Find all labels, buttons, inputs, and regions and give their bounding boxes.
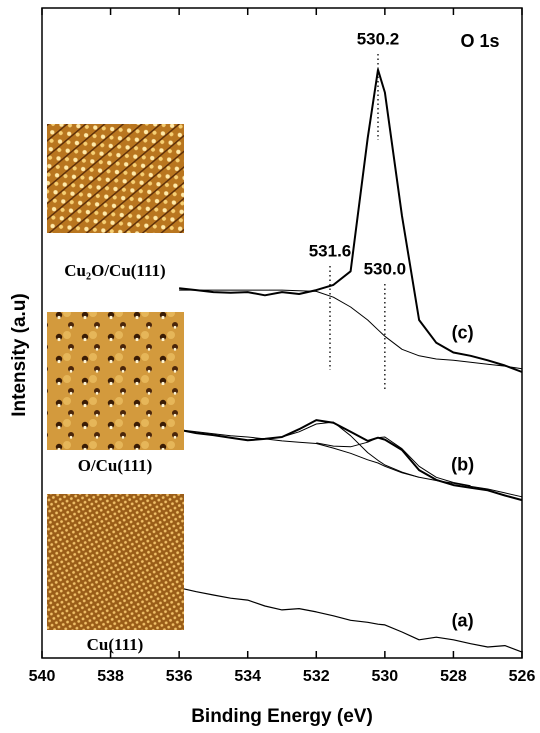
stm-image [47, 312, 184, 450]
x-tick-label: 534 [234, 668, 261, 685]
y-axis-label: Intensity (a.u) [9, 293, 30, 417]
inset-label: O/Cu(111) [78, 456, 153, 475]
legend-label: (c) [452, 323, 474, 343]
x-tick-label: 538 [97, 668, 124, 685]
peak-label: 531.6 [309, 241, 352, 260]
x-tick-label: 528 [440, 668, 467, 685]
legend-label: (a) [452, 610, 474, 630]
inset-label: Cu(111) [87, 635, 144, 654]
peak-label: 530.2 [357, 29, 400, 48]
x-tick-label: 526 [509, 668, 536, 685]
series-line [265, 422, 419, 477]
chart-title: O 1s [460, 31, 499, 51]
inset-label: Cu₂O/Cu(111) [64, 261, 165, 280]
stm-image [47, 494, 184, 630]
peak-label: 530.0 [364, 259, 407, 278]
x-tick-label: 536 [166, 668, 193, 685]
stm-image [47, 124, 184, 233]
x-tick-label: 540 [29, 668, 56, 685]
curves [179, 70, 522, 652]
chart: Cu₂O/Cu(111) O/Cu(111) Cu(111) O 1s Bind… [0, 0, 540, 733]
x-tick-label: 530 [372, 668, 399, 685]
x-tick-label: 532 [303, 668, 330, 685]
legend-label: (b) [451, 454, 474, 474]
x-axis-label: Binding Energy (eV) [191, 706, 373, 727]
